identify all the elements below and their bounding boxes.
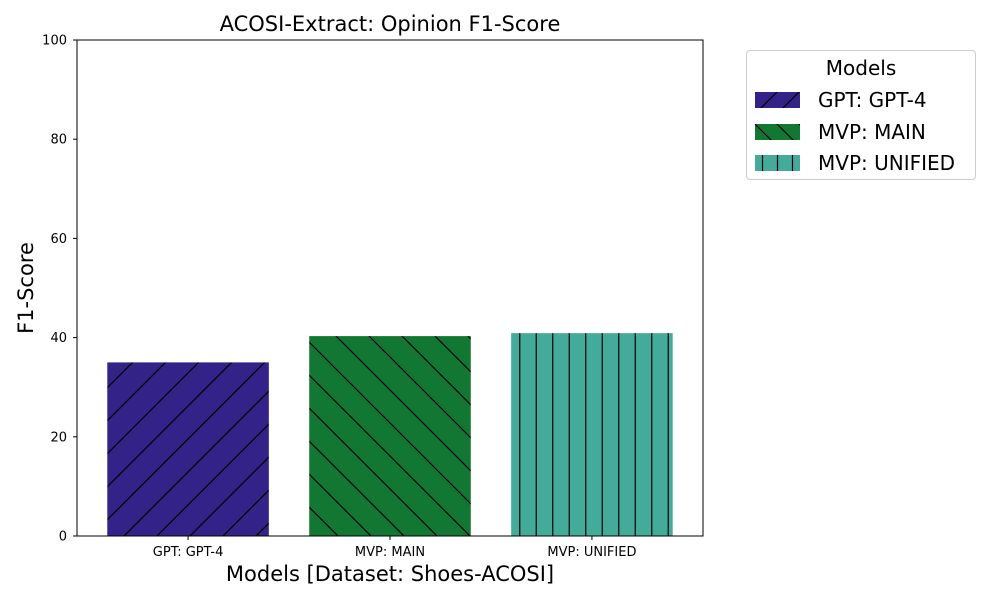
legend-title: Models xyxy=(825,56,897,80)
legend-item: GPT: GPT-4 xyxy=(755,88,927,112)
x-tick-label: MVP: MAIN xyxy=(355,545,425,560)
y-tick-label: 0 xyxy=(59,530,67,545)
legend-item: MVP: UNIFIED xyxy=(755,151,955,175)
legend-swatch xyxy=(755,92,800,108)
x-tick-label: GPT: GPT-4 xyxy=(153,545,224,560)
legend-label: GPT: GPT-4 xyxy=(818,88,927,112)
legend-swatch xyxy=(755,155,800,171)
legend-label: MVP: MAIN xyxy=(818,119,926,144)
x-axis-label: Models [Dataset: Shoes-ACOSI] xyxy=(226,562,554,586)
legend: Models GPT: GPT-4 MVP: MAIN MVP: UNIFIED xyxy=(746,50,976,180)
y-tick-label: 20 xyxy=(50,430,67,445)
chart-title: ACOSI-Extract: Opinion F1-Score xyxy=(220,12,561,36)
bar-mvp-main xyxy=(309,336,471,536)
y-tick-label: 80 xyxy=(50,133,67,148)
legend-item: MVP: MAIN xyxy=(755,120,926,144)
bar-mvp-unified xyxy=(511,333,673,536)
y-tick-label: 40 xyxy=(50,331,67,346)
legend-swatch xyxy=(755,123,800,140)
legend-label: MVP: UNIFIED xyxy=(818,151,956,175)
y-tick-label: 60 xyxy=(50,232,67,247)
x-tick-label: MVP: UNIFIED xyxy=(547,545,636,560)
y-axis-label: F1-Score xyxy=(14,242,38,334)
y-tick-label: 100 xyxy=(42,34,67,49)
bar-gpt-gpt-4 xyxy=(107,362,269,536)
